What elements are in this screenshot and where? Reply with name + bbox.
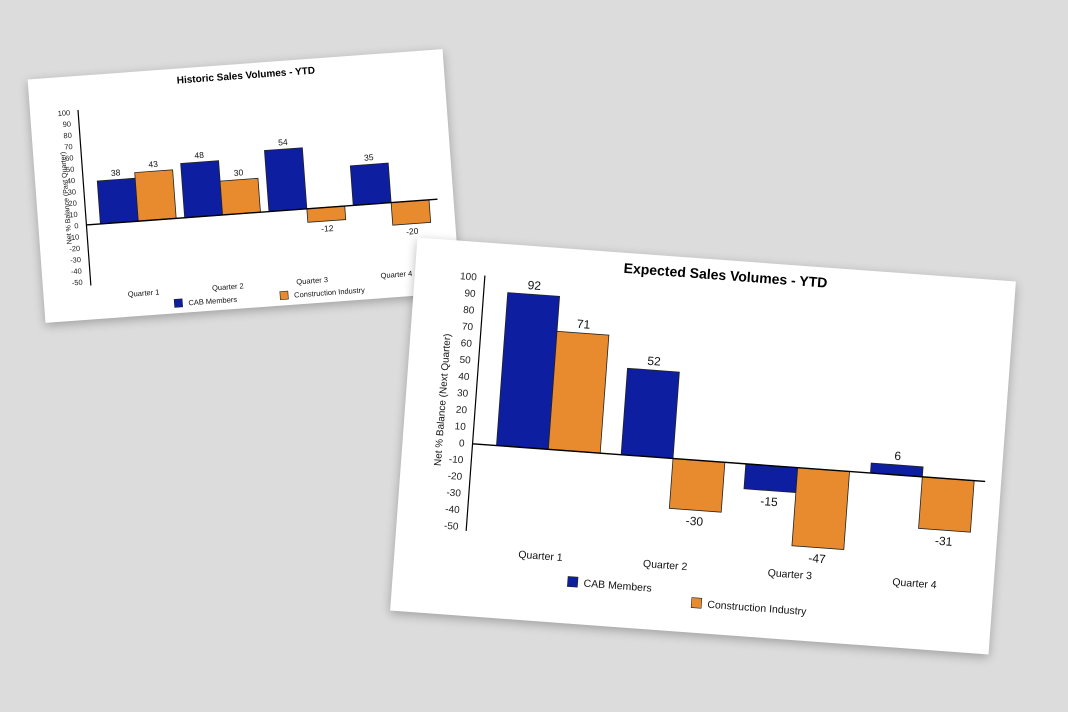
data-label: 54 (278, 137, 288, 148)
x-category-label: Quarter 3 (767, 567, 812, 582)
data-label: 38 (111, 167, 121, 178)
x-category-label: Quarter 4 (380, 269, 412, 280)
legend-label: CAB Members (188, 295, 238, 308)
y-tick-label: 20 (455, 405, 467, 417)
bar-cab-members (349, 162, 392, 206)
bar-construction-industry (918, 476, 975, 533)
data-label: -12 (321, 223, 334, 234)
y-axis-label: Net % Balance (Next Quarter) (433, 333, 454, 466)
data-label: 6 (894, 449, 902, 463)
legend-label: Construction Industry (707, 599, 808, 618)
data-label: -20 (406, 226, 419, 237)
bar-construction-industry (134, 169, 177, 222)
x-category-label: Quarter 2 (212, 281, 244, 292)
y-tick-label: -30 (70, 255, 81, 265)
legend-swatch (567, 576, 579, 588)
y-tick-label: 30 (457, 388, 469, 400)
y-tick-label: -40 (71, 266, 82, 276)
x-category-label: Quarter 1 (127, 287, 159, 298)
bar-cab-members (264, 147, 308, 213)
y-tick-label: 30 (67, 187, 76, 197)
y-tick-label: 10 (454, 421, 466, 433)
expected-chart-card: Expected Sales Volumes - YTD Net % Balanc… (390, 237, 1016, 655)
expected-chart: Expected Sales Volumes - YTD Net % Balanc… (433, 260, 986, 618)
y-tick-label: 60 (65, 153, 74, 163)
historic-chart-card: Historic Sales Volumes - YTD Net % Balanc… (27, 49, 461, 323)
y-tick-label: 40 (458, 371, 470, 383)
bar-construction-industry (791, 467, 850, 551)
bar-construction-industry (668, 458, 726, 513)
y-tick-label: 100 (57, 108, 70, 118)
x-category-label: Quarter 1 (518, 549, 563, 564)
y-tick-label: 70 (64, 142, 73, 152)
chart-title: Expected Sales Volumes - YTD (623, 260, 828, 291)
bar-cab-members (620, 367, 680, 459)
data-label: -47 (808, 551, 827, 566)
y-tick-label: 90 (62, 119, 71, 129)
y-tick-label: 90 (464, 288, 476, 300)
data-label: -30 (685, 514, 704, 529)
y-tick-label: -20 (69, 244, 80, 254)
y-tick-label: -50 (444, 521, 460, 533)
y-tick-label: 80 (63, 131, 72, 141)
y-tick-label: 60 (460, 338, 472, 350)
y-tick-label: -30 (446, 488, 462, 500)
y-tick-label: 0 (74, 221, 79, 230)
y-tick-label: 10 (69, 210, 78, 220)
legend-swatch (279, 290, 289, 300)
zero-baseline (472, 443, 986, 483)
x-category-label: Quarter 4 (892, 576, 937, 591)
data-label: -15 (760, 494, 779, 509)
y-tick-label: 100 (460, 271, 478, 283)
legend-swatch (690, 597, 703, 609)
legend-swatch (173, 298, 184, 308)
bar-cab-members (743, 463, 799, 494)
bar-construction-industry (390, 199, 432, 226)
y-tick-label: -50 (71, 278, 82, 288)
y-tick-label: -40 (445, 504, 461, 516)
y-tick-label: 50 (66, 165, 75, 175)
data-label: -31 (935, 534, 954, 549)
y-axis-line (465, 275, 486, 531)
zero-baseline (86, 198, 438, 226)
data-label: 35 (364, 152, 374, 163)
x-category-label: Quarter 2 (643, 558, 688, 573)
bar-construction-industry (547, 330, 610, 454)
y-tick-label: 80 (463, 305, 475, 317)
chart-title: Historic Sales Volumes - YTD (176, 66, 315, 87)
data-label: 48 (194, 150, 204, 161)
bar-construction-industry (219, 177, 261, 216)
legend-label: CAB Members (583, 578, 652, 595)
data-label: 30 (233, 167, 243, 178)
data-label: 43 (148, 159, 158, 170)
y-tick-label: -10 (448, 454, 464, 466)
bar-cab-members (96, 177, 139, 225)
y-tick-label: -10 (68, 233, 79, 243)
y-tick-label: 40 (66, 176, 75, 186)
legend-label: Construction Industry (294, 285, 366, 299)
y-tick-label: 70 (462, 322, 474, 334)
y-tick-label: -20 (447, 471, 463, 483)
data-label: 92 (527, 278, 542, 293)
y-tick-label: 20 (68, 199, 77, 209)
y-axis-line (77, 109, 92, 286)
y-tick-label: 0 (459, 438, 466, 449)
data-label: 52 (647, 354, 662, 369)
data-label: 71 (576, 317, 591, 332)
x-category-label: Quarter 3 (296, 275, 328, 286)
y-tick-label: 50 (459, 355, 471, 367)
bar-cab-members (180, 160, 223, 219)
